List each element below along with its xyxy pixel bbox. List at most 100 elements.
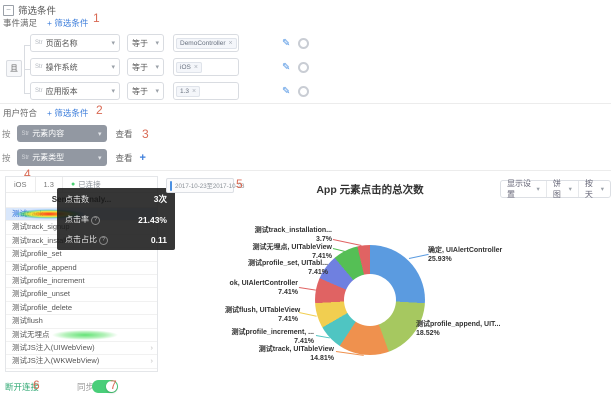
filter-row: Str 页面名称 ▾ 等于 ▾ DemoController × ✎ xyxy=(30,34,310,52)
list-item[interactable]: 测试JS注入(UIWebView) › xyxy=(6,342,157,356)
list-item-label: 测试track_signup xyxy=(12,222,70,232)
list-item-label: 测试profile_increment xyxy=(12,275,85,285)
list-item[interactable]: 测试profile_delete xyxy=(6,302,157,316)
chevron-down-icon: ▾ xyxy=(111,64,115,71)
remove-filter-icon[interactable] xyxy=(298,85,310,97)
add-group-by-icon[interactable]: + xyxy=(139,151,146,164)
view-button[interactable]: 查看 xyxy=(115,152,133,163)
list-item-label: 测试profile_set xyxy=(12,249,62,259)
help-icon: ? xyxy=(91,216,100,225)
chevron-right-icon: › xyxy=(150,342,154,352)
tooltip-value: 3次 xyxy=(153,194,167,204)
time-granularity-button[interactable]: 按天 ▾ xyxy=(584,179,604,199)
callout-line xyxy=(408,253,429,259)
remove-tag-icon[interactable]: × xyxy=(228,39,233,47)
string-type-icon: Str xyxy=(35,64,43,70)
list-item[interactable]: 测试profile_append xyxy=(6,262,157,275)
group-by-field-select[interactable]: Str 元素内容 ▾ xyxy=(16,125,107,142)
edit-filter-icon[interactable]: ✎ xyxy=(282,85,291,97)
operator-select[interactable]: 等于 ▾ xyxy=(127,58,164,76)
annotation-2: 2 xyxy=(96,103,103,117)
group-by-label: 按 xyxy=(2,128,11,139)
view-button[interactable]: 查看 xyxy=(115,128,133,139)
property-select[interactable]: Str 应用版本 ▾ xyxy=(30,82,120,100)
list-item-label: 测试profile_unset xyxy=(12,289,70,299)
divider xyxy=(0,103,611,104)
string-type-icon: Str xyxy=(35,88,43,94)
operator-select[interactable]: 等于 ▾ xyxy=(127,82,164,100)
property-select[interactable]: Str 页面名称 ▾ xyxy=(30,34,120,52)
list-item-label: 测试profile_delete xyxy=(12,302,73,312)
remove-filter-icon[interactable] xyxy=(298,61,310,73)
group-by-field: 元素内容 xyxy=(32,129,65,138)
list-item-label: 测试profile_append xyxy=(12,262,77,272)
group-by-field-select[interactable]: Str 元素类型 ▾ xyxy=(16,149,107,166)
collapse-icon[interactable]: − xyxy=(3,4,14,16)
filter-value-input[interactable]: DemoController × xyxy=(173,34,239,52)
property-label: 应用版本 xyxy=(45,86,78,96)
chevron-down-icon: ▾ xyxy=(155,88,159,95)
date-range-picker[interactable]: 2017-10-23至2017-10-23 xyxy=(166,178,245,193)
value-tag-text: DemoController xyxy=(180,39,226,47)
donut-hole xyxy=(344,274,396,326)
device-tab-version[interactable]: 1.3 xyxy=(36,177,63,192)
tooltip-value: 21.43% xyxy=(138,214,167,225)
list-item[interactable]: 测试flush xyxy=(6,315,157,329)
remove-tag-icon[interactable]: × xyxy=(192,87,197,95)
list-item[interactable]: 测试JS注入(WKWebView) › xyxy=(6,355,157,369)
value-tag: 1.3 × xyxy=(176,85,201,97)
callout-line xyxy=(298,312,317,317)
pie-label: 测试track, UITableView 14.81% xyxy=(258,346,334,362)
annotation-3: 3 xyxy=(142,127,149,141)
remove-tag-icon[interactable]: × xyxy=(193,63,198,71)
tooltip-label: 点击率? xyxy=(65,214,100,225)
and-connector[interactable]: 且 xyxy=(6,60,22,77)
annotation-5: 5 xyxy=(236,177,243,191)
operator-select[interactable]: 等于 ▾ xyxy=(127,34,164,52)
pie-label: 测试profile_increment, ... 7.41% xyxy=(231,329,314,345)
pie-label: 测试profile_set, UITabl... 7.41% xyxy=(248,260,328,276)
annotation-6: 6 xyxy=(33,378,40,392)
filter-value-input[interactable]: iOS × xyxy=(173,58,239,76)
pie-label: ok, UIAlertController 7.41% xyxy=(229,280,298,296)
chevron-down-icon: ▾ xyxy=(568,186,572,193)
pie-label: 测试flush, UITableView 7.41% xyxy=(225,307,301,323)
tooltip-label: 点击占比? xyxy=(65,234,108,245)
chart-type-button[interactable]: 饼图 ▾ xyxy=(547,179,579,199)
string-type-icon: Str xyxy=(35,40,43,46)
add-event-filter-button[interactable]: + 筛选条件 xyxy=(47,18,89,28)
edit-filter-icon[interactable]: ✎ xyxy=(282,61,291,73)
list-item-label: 测试JS注入(WKWebView) xyxy=(12,356,100,366)
pie-label: 测试profile_append, UIT... 18.52% xyxy=(416,321,501,337)
calendar-icon xyxy=(170,180,172,191)
device-tab-os[interactable]: iOS xyxy=(6,177,36,192)
list-item-label: 测试flush xyxy=(12,316,43,326)
list-item[interactable]: 测试无埋点 xyxy=(6,329,157,342)
string-type-icon: Str xyxy=(21,130,30,137)
filter-value-input[interactable]: 1.3 × xyxy=(173,82,239,100)
add-user-filter-button[interactable]: + 筛选条件 xyxy=(47,108,89,118)
disconnect-link[interactable]: 断开连接 xyxy=(5,382,40,392)
edit-filter-icon[interactable]: ✎ xyxy=(282,37,291,49)
donut-chart[interactable] xyxy=(315,245,425,355)
string-type-icon: Str xyxy=(21,154,30,161)
help-icon: ? xyxy=(99,236,108,245)
annotation-1: 1 xyxy=(93,11,100,25)
connection-status: ● 已连接 xyxy=(71,179,101,190)
chevron-down-icon: ▾ xyxy=(98,154,102,162)
annotation-4: 4 xyxy=(24,167,31,181)
sync-label: 同步 xyxy=(77,382,95,392)
filter-rows: Str 页面名称 ▾ 等于 ▾ DemoController × ✎ Str 操作… xyxy=(30,34,310,106)
list-item[interactable]: 测试profile_increment xyxy=(6,275,157,289)
bracket-stub xyxy=(24,93,30,94)
remove-filter-icon[interactable] xyxy=(298,37,310,49)
sync-toggle[interactable] xyxy=(92,380,118,393)
display-settings-button[interactable]: 显示设置 ▾ xyxy=(501,179,547,199)
status-text: 已连接 xyxy=(78,180,101,189)
property-select[interactable]: Str 操作系统 ▾ xyxy=(30,58,120,76)
filter-row: Str 操作系统 ▾ 等于 ▾ iOS × ✎ xyxy=(30,58,310,76)
pie-label: 确定, UIAlertController 25.93% xyxy=(428,247,503,263)
list-item[interactable]: 测试profile_unset xyxy=(6,288,157,302)
bracket-stub xyxy=(24,45,30,46)
list-item[interactable]: 测试profile_set xyxy=(6,248,157,262)
